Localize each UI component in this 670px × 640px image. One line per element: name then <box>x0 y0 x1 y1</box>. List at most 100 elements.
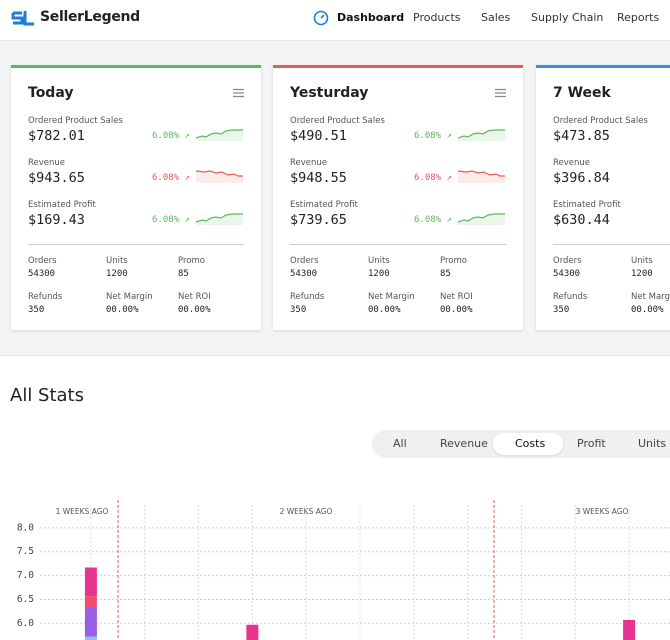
tab[interactable]: Profit <box>577 437 606 450</box>
stat-value: 1200 <box>106 269 128 279</box>
stat-label: Units <box>106 256 128 266</box>
chart: 1 WEEKS AGO 2 WEEKS AGO 3 WEEKS AGO 6.0 6.5 7… <box>17 500 670 640</box>
y-tick-label: 8.0 <box>17 522 34 533</box>
card-title: Today <box>28 85 74 101</box>
stat-card: 7 Week Ordered Product Sales $473.85 Revenu… <box>536 65 670 330</box>
metric-value: $396.84 <box>553 170 610 186</box>
sparkline <box>458 129 505 141</box>
stat-label: Promo <box>178 256 205 266</box>
metric-value: $490.51 <box>290 128 347 144</box>
stat-label: Net Margin <box>368 292 415 302</box>
sparkline <box>196 213 243 225</box>
period-label: 2 WEEKS AGO <box>280 507 333 516</box>
metric-value: $943.65 <box>28 170 85 186</box>
stat-label: Orders <box>28 256 57 266</box>
sparkline <box>458 170 505 183</box>
y-tick-label: 6.0 <box>17 618 34 629</box>
sparkline <box>196 129 243 141</box>
nav-link[interactable]: Dashboard <box>337 11 405 24</box>
active-tab-pill <box>493 433 563 455</box>
top-bar: SellerLegend Dashboard Products Sales Suppl… <box>0 0 670 41</box>
stat-value: 00.00% <box>178 305 211 315</box>
stat-label: Net ROI <box>440 292 473 302</box>
stat-value: 350 <box>553 305 570 315</box>
nav-link[interactable]: Sales <box>481 11 511 24</box>
logo-icon <box>11 11 34 26</box>
metric-label: Revenue <box>553 158 591 168</box>
metric-value: $948.55 <box>290 170 347 186</box>
stat-value: 54300 <box>553 269 581 279</box>
stat-label: Refunds <box>290 292 325 302</box>
period-label: 1 WEEKS AGO <box>56 507 109 516</box>
stat-value: 00.00% <box>106 305 139 315</box>
stat-label: Net ROI <box>178 292 211 302</box>
stat-value: 54300 <box>28 269 56 279</box>
tab[interactable]: All <box>393 437 407 450</box>
stat-label: Promo <box>440 256 467 266</box>
stat-card: Yesturday Ordered Product Sales $490.51 6.0… <box>273 65 523 330</box>
card-menu[interactable] <box>233 88 245 98</box>
metric-label: Estimated Profit <box>553 200 621 210</box>
nav-link[interactable]: Supply Chain <box>531 11 604 24</box>
stat-label: Refunds <box>553 292 588 302</box>
stat-value: 00.00% <box>368 305 401 315</box>
card-title: 7 Week <box>553 85 611 101</box>
metric-label: Estimated Profit <box>290 200 358 210</box>
metric-value: $169.43 <box>28 212 85 228</box>
stat-label: Net Margin <box>106 292 153 302</box>
stat-value: 350 <box>28 305 45 315</box>
metric-change: 6.08% ↗ <box>152 215 190 225</box>
period-label: 3 WEEKS AGO <box>576 507 629 516</box>
dashboard-icon <box>313 10 329 26</box>
metric-label: Estimated Profit <box>28 200 96 210</box>
tab[interactable]: Revenue <box>440 437 488 450</box>
card-divider <box>290 244 506 245</box>
stat-label: Refunds <box>28 292 63 302</box>
card-divider <box>553 244 670 245</box>
stat-label: Units <box>368 256 390 266</box>
metric-change: 6.08% ↗ <box>152 173 190 183</box>
tab-bar: All Revenue Costs Profit Units <box>372 430 670 458</box>
metric-change: 6.08% ↗ <box>152 131 190 141</box>
bar-segment <box>246 624 259 640</box>
y-tick-label: 6.5 <box>17 594 34 605</box>
nav-link[interactable]: Products <box>413 11 461 24</box>
stat-value: 350 <box>290 305 307 315</box>
bar-segment <box>84 596 97 609</box>
metric-label: Revenue <box>28 158 66 168</box>
metric-label: Ordered Product Sales <box>28 116 123 126</box>
stat-value: 00.00% <box>440 305 473 315</box>
card-menu[interactable] <box>495 88 507 98</box>
bar-segment <box>84 608 97 637</box>
cards-band: Today Ordered Product Sales $782.01 6.08% ↗… <box>0 41 670 356</box>
metric-change: 6.08% ↗ <box>414 215 452 225</box>
metric-value: $739.65 <box>290 212 347 228</box>
stat-label: Orders <box>290 256 319 266</box>
stat-value: 1200 <box>631 269 653 279</box>
nav-link[interactable]: Reports <box>617 11 660 24</box>
stat-label: Net Margin <box>631 292 670 302</box>
stat-value: 00.00% <box>631 305 664 315</box>
tab[interactable]: Costs <box>515 437 546 450</box>
stat-card: Today Ordered Product Sales $782.01 6.08% ↗… <box>11 65 261 330</box>
metric-value: $473.85 <box>553 128 610 144</box>
bar-segment <box>84 636 97 640</box>
stat-value: 85 <box>178 269 189 279</box>
sparkline <box>458 213 505 225</box>
stat-label: Units <box>631 256 653 266</box>
card-divider <box>28 244 244 245</box>
stat-value: 1200 <box>368 269 390 279</box>
stat-value: 54300 <box>290 269 318 279</box>
y-tick-label: 7.5 <box>17 546 34 557</box>
metric-change: 6.08% ↗ <box>414 131 452 141</box>
metric-value: $782.01 <box>28 128 85 144</box>
metric-label: Revenue <box>290 158 328 168</box>
section-title: All Stats <box>10 385 84 406</box>
bar-segment <box>84 567 97 597</box>
bar-segment <box>623 619 636 640</box>
tab[interactable]: Units <box>638 437 667 450</box>
stat-value: 85 <box>440 269 451 279</box>
metric-label: Ordered Product Sales <box>290 116 385 126</box>
